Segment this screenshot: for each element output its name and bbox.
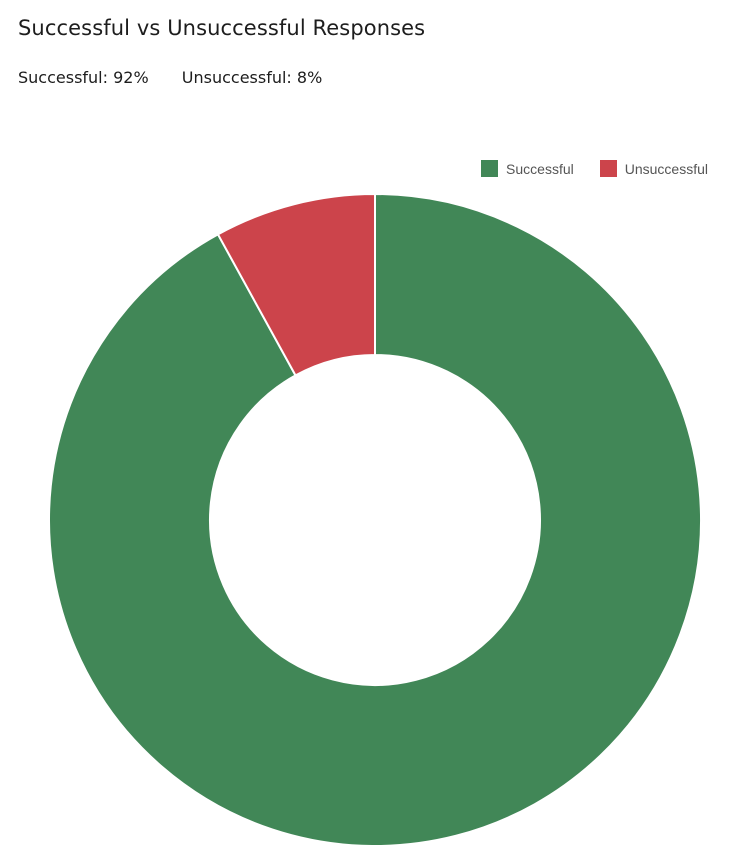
slice-successful[interactable] — [48, 192, 702, 847]
slice-unsuccessful[interactable] — [216, 192, 376, 377]
legend: Successful Unsuccessful — [481, 160, 708, 177]
unsuccessful-stat: Unsuccessful: 8% — [181, 68, 323, 87]
summary-stats: Successful: 92% Unsuccessful: 8% — [18, 68, 322, 87]
legend-item-unsuccessful[interactable]: Unsuccessful — [599, 160, 708, 177]
donut-slices — [48, 192, 702, 847]
legend-swatch-unsuccessful — [599, 160, 617, 177]
chart-title: Successful vs Unsuccessful Responses — [18, 16, 426, 40]
legend-label-successful: Successful — [506, 160, 574, 177]
legend-label-unsuccessful: Unsuccessful — [624, 160, 708, 177]
legend-item-successful[interactable]: Successful — [481, 160, 574, 177]
successful-stat: Successful: 92% — [18, 68, 149, 87]
legend-swatch-successful — [481, 160, 499, 177]
